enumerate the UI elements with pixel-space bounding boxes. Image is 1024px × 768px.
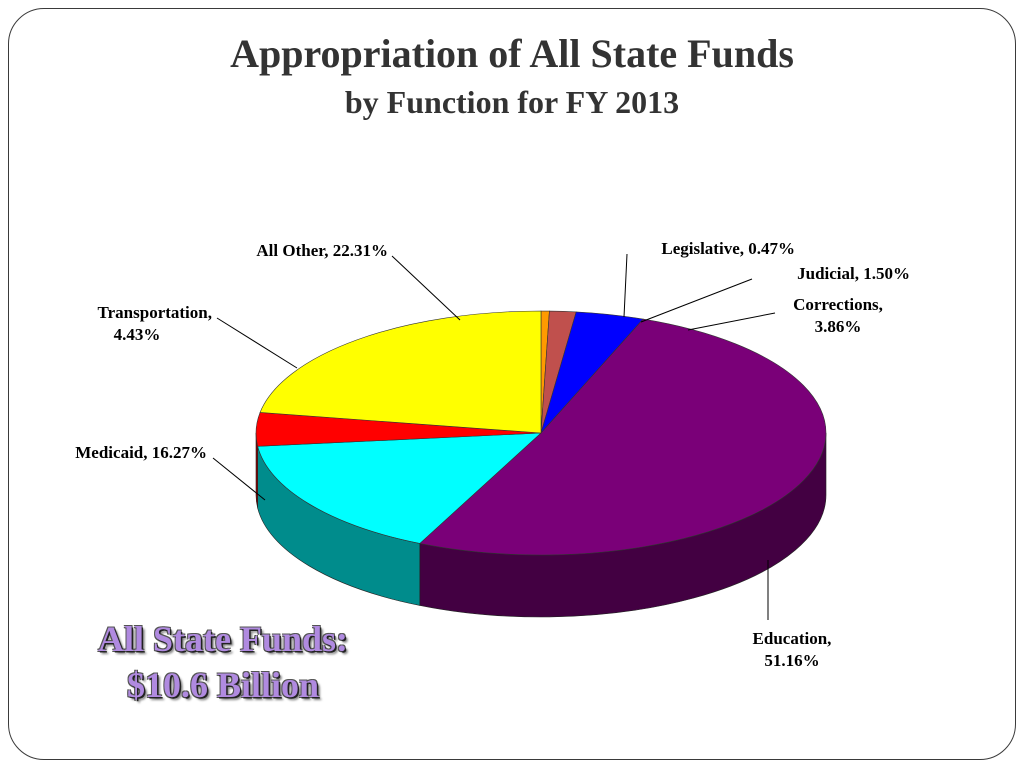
leader-line-transportation	[216, 317, 298, 369]
pie-slice-medicaid	[257, 432, 542, 544]
leader-line-medicaid	[212, 457, 266, 501]
slice-label-value-transportation: 4.43%	[114, 325, 161, 344]
slice-label-all-other: All Other, 22.31%	[256, 241, 388, 260]
leader-line-legislative	[623, 253, 628, 318]
pie-slices	[255, 310, 827, 556]
chart-title: Appropriation of All State Funds	[230, 31, 794, 76]
slice-label-transportation: Transportation,	[98, 303, 212, 322]
total-funds-label: All State Funds:	[97, 619, 349, 659]
chart-subtitle: by Function for FY 2013	[344, 84, 680, 120]
slice-label-value-education: 51.16%	[764, 651, 819, 670]
slice-label-corrections: Corrections,	[793, 295, 883, 314]
pie-slice-all-other	[259, 310, 542, 434]
pie-slice-education	[419, 318, 827, 556]
leader-line-all-other	[391, 255, 461, 321]
label-leaders	[212, 253, 776, 620]
slide-frame	[8, 8, 1016, 760]
slice-label-judicial: Judicial, 1.50%	[797, 264, 910, 283]
slice-label-education: Education,	[753, 629, 832, 648]
leader-line-corrections	[687, 312, 776, 331]
leader-line-judicial	[640, 278, 753, 323]
slice-label-legislative: Legislative, 0.47%	[661, 239, 795, 258]
slice-label-value-corrections: 3.86%	[815, 317, 862, 336]
slice-labels: Legislative, 0.47%Judicial, 1.50% Correct…	[75, 239, 910, 670]
total-funds-amount: $10.6 Billion	[126, 665, 320, 705]
slice-label-medicaid: Medicaid, 16.27%	[75, 443, 207, 462]
